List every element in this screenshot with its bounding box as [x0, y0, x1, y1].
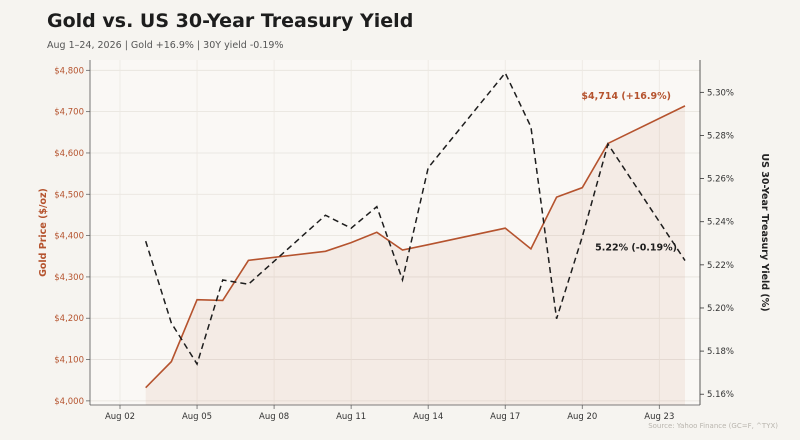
left-tick-label: $4,400	[54, 232, 84, 242]
chart-subtitle: Aug 1–24, 2026 | Gold +16.9% | 30Y yield…	[47, 40, 284, 51]
right-tick-label: 5.22%	[707, 261, 734, 271]
right-tick-label: 5.28%	[707, 131, 734, 141]
yield-line	[144, 71, 686, 366]
x-tick-label: Aug 02	[105, 412, 135, 422]
chart-title: Gold vs. US 30-Year Treasury Yield	[47, 10, 414, 32]
left-tick-label: $4,500	[54, 190, 84, 200]
right-tick-label: 5.26%	[707, 175, 734, 185]
x-tick-label: Aug 08	[259, 412, 289, 422]
x-tick-label: Aug 05	[182, 412, 212, 422]
left-tick-label: $4,000	[54, 397, 84, 407]
x-tick-label: Aug 20	[567, 412, 597, 422]
x-tick-label: Aug 23	[644, 412, 674, 422]
gold-end-annotation: $4,714 (+16.9%)	[581, 91, 671, 102]
left-tick-label: $4,300	[54, 273, 84, 283]
right-tick-label: 5.20%	[707, 304, 734, 314]
yield-end-annotation: 5.22% (-0.19%)	[595, 243, 677, 254]
left-tick-label: $4,600	[54, 149, 84, 159]
right-tick-label: 5.18%	[707, 347, 734, 357]
right-tick-label: 5.30%	[707, 88, 734, 98]
x-tick-label: Aug 11	[336, 412, 366, 422]
right-tick-label: 5.16%	[707, 390, 734, 400]
x-tick-label: Aug 17	[490, 412, 520, 422]
left-tick-label: $4,700	[54, 108, 84, 118]
left-axis-title: Gold Price ($/oz)	[38, 188, 49, 277]
right-tick-label: 5.24%	[707, 218, 734, 228]
x-tick-label: Aug 14	[413, 412, 443, 422]
left-tick-label: $4,100	[54, 356, 84, 366]
gold-area	[145, 105, 685, 405]
source-note: Source: Yahoo Finance (GC=F, ^TYX)	[648, 422, 778, 430]
left-tick-label: $4,800	[54, 66, 84, 76]
plot-area	[90, 60, 700, 405]
left-tick-label: $4,200	[54, 314, 84, 324]
right-axis-title: US 30-Year Treasury Yield (%)	[759, 153, 770, 311]
